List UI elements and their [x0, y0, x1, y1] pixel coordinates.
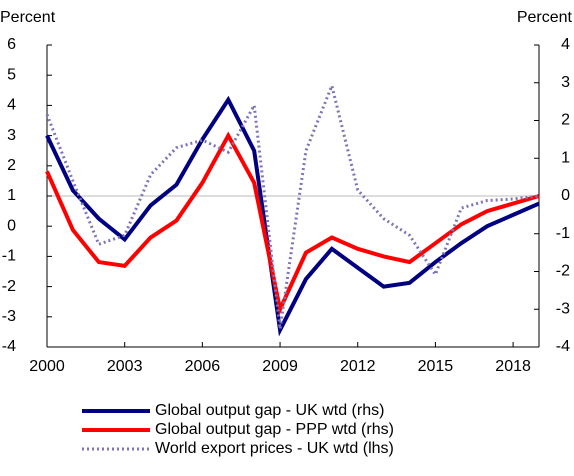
y-tick-label: -2 — [2, 278, 16, 295]
series-line — [45, 131, 540, 316]
y2-axis-label: Percent — [517, 9, 573, 26]
series-line — [45, 95, 540, 337]
y-tick-label: 4 — [7, 97, 16, 114]
y-tick-label: -4 — [2, 338, 16, 355]
x-tick-label: 2009 — [262, 358, 298, 375]
legend-label: Global output gap - UK wtd (rhs) — [155, 402, 384, 419]
y-tick-label: 3 — [7, 127, 16, 144]
y-tick-label: 2 — [7, 157, 16, 174]
series-line — [45, 80, 540, 330]
x-tick-label: 2012 — [340, 358, 376, 375]
legend-label: Global output gap - PPP wtd (rhs) — [155, 421, 394, 438]
x-tick-label: 2003 — [107, 358, 143, 375]
y-tick-label: -1 — [2, 248, 16, 265]
y2-tick-label: -4 — [556, 338, 570, 355]
y-tick-label: 5 — [7, 66, 16, 83]
legend-label: World export prices - UK wtd (lhs) — [155, 440, 394, 457]
y2-tick-label: -2 — [556, 263, 570, 280]
x-tick-label: 2006 — [185, 358, 221, 375]
y2-tick-label: -1 — [556, 225, 570, 242]
y2-tick-label: 3 — [561, 74, 570, 91]
x-tick-label: 2018 — [495, 358, 531, 375]
y2-tick-label: 0 — [561, 187, 570, 204]
y-tick-label: -3 — [2, 308, 16, 325]
x-tick-label: 2000 — [29, 358, 65, 375]
y2-tick-label: 2 — [561, 112, 570, 129]
y2-tick-label: 1 — [561, 149, 570, 166]
y-axis-label: Percent — [0, 9, 56, 26]
x-tick-label: 2015 — [418, 358, 454, 375]
y-tick-label: 6 — [7, 36, 16, 53]
y2-tick-label: 4 — [561, 36, 570, 53]
y-tick-label: 1 — [7, 187, 16, 204]
y-tick-label: 0 — [7, 217, 16, 234]
y2-tick-label: -3 — [556, 300, 570, 317]
